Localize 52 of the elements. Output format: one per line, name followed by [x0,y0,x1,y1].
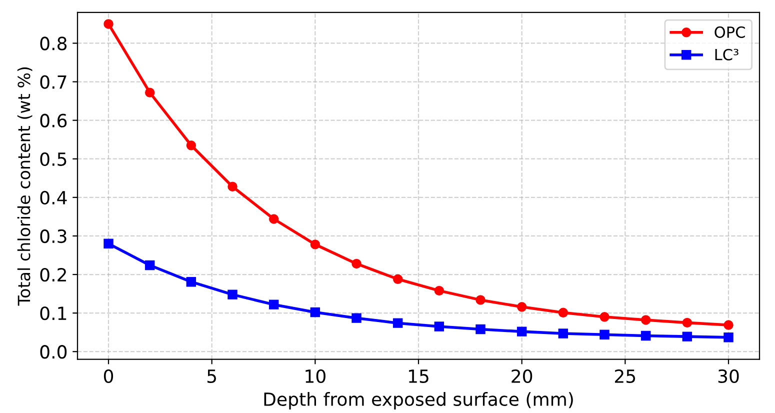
point [392,274,403,284]
point [392,318,403,328]
point [144,260,155,270]
point [186,276,196,287]
point [310,240,320,250]
x-tick-label: 30 [718,369,739,384]
x-tick-label: 25 [615,369,636,384]
point [682,332,692,342]
point [352,258,362,269]
y-axis-title: Total chloride content (wt %) [17,67,32,306]
y-tick-label: 0.5 [40,152,66,166]
point [104,19,114,29]
legend-label: LC³ [715,48,738,60]
point [228,182,238,192]
point [516,326,527,336]
y-tick-label: 0.6 [40,114,67,128]
point [724,332,734,342]
point [310,307,320,318]
point [640,330,651,341]
y-tick-label: 0.1 [40,306,66,320]
point [186,140,196,150]
point [434,286,444,296]
point [476,295,486,305]
point [104,238,114,249]
x-tick-label: 0 [104,369,114,384]
x-tick-label: 20 [512,369,532,384]
point [476,324,486,334]
point [640,315,651,325]
x-tick-label: 15 [408,370,428,384]
x-axis-title: Depth from exposed surface (mm) [264,392,573,410]
point [682,318,692,328]
point [558,328,568,338]
y-tick-label: 0.0 [40,345,67,359]
point [268,300,279,310]
y-tick-label: 0.4 [40,190,67,205]
y-tick-label: 0.8 [40,36,67,50]
point [724,320,734,330]
point [352,313,362,323]
legend-label: OPC [714,26,745,38]
y-tick-label: 0.7 [40,75,66,89]
y-tick-label: 0.3 [40,229,66,244]
point [268,214,279,224]
point [434,322,444,332]
point [600,330,610,340]
point [144,88,155,98]
x-tick-label: 5 [207,370,216,384]
point [228,290,238,300]
y-tick-label: 0.2 [40,268,66,282]
x-tick-label: 10 [306,369,326,384]
point [516,302,527,312]
point [558,308,568,318]
point [600,312,610,322]
